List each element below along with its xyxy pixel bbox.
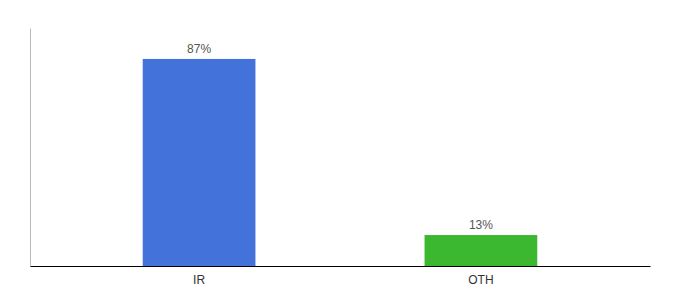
chart: IR OTH 87% 13% [0, 0, 680, 300]
y-axis-line [30, 29, 31, 267]
bars [143, 59, 538, 266]
x-axis-line [31, 266, 651, 267]
bar [143, 59, 256, 266]
bar [425, 235, 538, 266]
x-tick-label: OTH [468, 273, 493, 287]
plot: IR OTH 87% 13% [31, 29, 651, 287]
x-tick: IR [193, 273, 205, 287]
x-tick: OTH [468, 273, 493, 287]
x-tick-label: IR [193, 273, 205, 287]
data-label: 87% [187, 42, 211, 56]
data-label: 13% [469, 218, 493, 232]
y-axis [30, 29, 31, 267]
x-axis: IR OTH [31, 267, 651, 287]
data-labels: 87% 13% [187, 42, 493, 232]
